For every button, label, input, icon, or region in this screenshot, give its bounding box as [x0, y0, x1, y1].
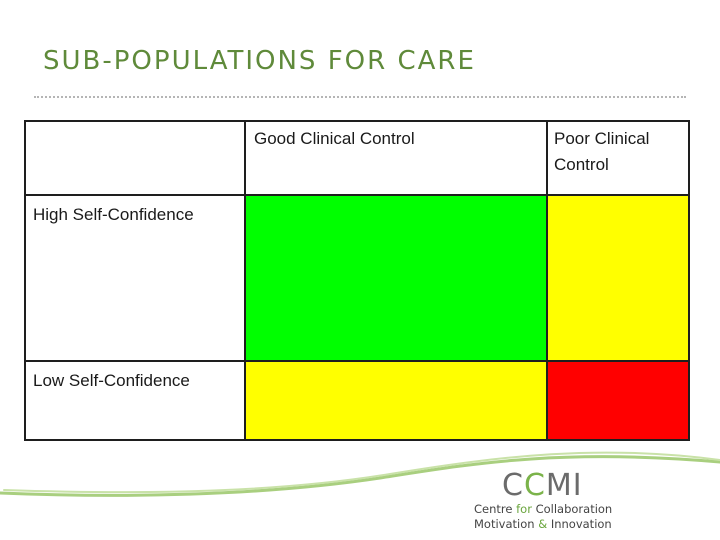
title-divider	[34, 96, 686, 98]
tagline-text: Motivation	[474, 517, 539, 531]
matrix-row-high-self-confidence: High Self-Confidence	[24, 194, 690, 362]
logo-letters: MI	[545, 468, 583, 503]
row-label: High Self-Confidence	[33, 205, 194, 224]
cell-low-good-yellow	[244, 360, 548, 441]
column-header-label: Good Clinical Control	[254, 129, 415, 148]
corner-label	[26, 122, 244, 126]
care-matrix: Good Clinical Control Poor Clinical Cont…	[24, 120, 690, 441]
logo-tagline-1: Centre for Collaboration	[474, 502, 634, 517]
logo-wordmark: CCMI	[502, 470, 634, 502]
header-poor-clinical-control: Poor Clinical Control	[546, 120, 690, 196]
tagline-accent: &	[538, 517, 548, 531]
decorative-swoosh	[0, 451, 720, 497]
logo-letter: C	[502, 468, 524, 503]
swoosh-line-upper	[0, 455, 720, 497]
cell-high-good-green	[244, 194, 548, 362]
cell-high-poor-yellow	[546, 194, 690, 362]
logo-letter-accent: C	[523, 468, 546, 503]
row-label-cell: Low Self-Confidence	[24, 360, 246, 441]
ccmi-logo: CCMI Centre for Collaboration Motivation…	[474, 470, 634, 536]
tagline-text: Innovation	[547, 517, 612, 531]
header-good-clinical-control: Good Clinical Control	[244, 120, 548, 196]
row-label: Low Self-Confidence	[33, 371, 190, 390]
tagline-text: Centre	[474, 502, 517, 516]
tagline-text: Collaboration	[531, 502, 613, 516]
tagline-accent: for	[516, 502, 532, 516]
logo-tagline-2: Motivation & Innovation	[474, 517, 634, 532]
matrix-row-low-self-confidence: Low Self-Confidence	[24, 360, 690, 441]
swoosh-line-lower	[3, 451, 720, 494]
row-label-cell: High Self-Confidence	[24, 194, 246, 362]
cell-low-poor-red	[546, 360, 690, 441]
matrix-header-row: Good Clinical Control Poor Clinical Cont…	[24, 120, 690, 196]
slide-title: SUB-POPULATIONS FOR CARE	[43, 46, 476, 76]
column-header-label: Poor Clinical Control	[554, 129, 650, 174]
matrix-corner-cell	[24, 120, 246, 196]
